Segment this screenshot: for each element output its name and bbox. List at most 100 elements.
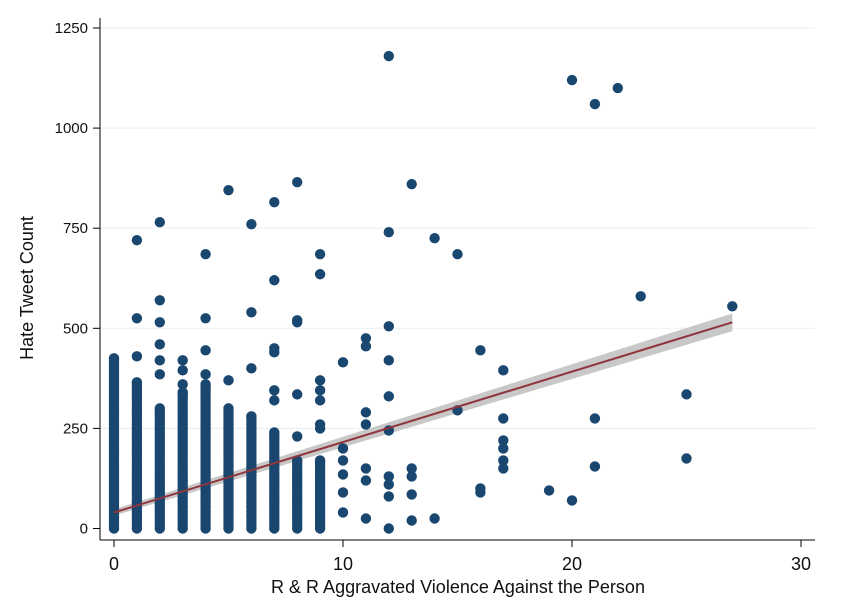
data-point <box>498 463 509 474</box>
data-point <box>131 235 143 246</box>
data-point <box>200 369 211 380</box>
data-point <box>269 275 280 286</box>
data-point <box>246 307 257 318</box>
data-point <box>360 407 372 418</box>
data-point <box>177 379 188 390</box>
data-point <box>314 375 326 386</box>
y-tick-label: 250 <box>63 420 88 437</box>
data-point <box>177 365 188 376</box>
data-point <box>292 176 303 188</box>
data-point <box>314 455 326 466</box>
data-point <box>383 355 394 366</box>
axes <box>99 18 815 541</box>
y-axis-title: Hate Tweet Count <box>17 216 37 360</box>
data-point <box>314 423 326 434</box>
data-point <box>200 379 211 390</box>
data-point <box>292 431 303 442</box>
data-point <box>406 463 417 474</box>
data-point <box>337 357 349 368</box>
x-axis-ticks: 0 10 20 30 <box>109 540 811 574</box>
data-point <box>200 313 211 324</box>
data-point <box>131 351 143 362</box>
data-point <box>566 495 578 506</box>
y-axis-ticks: 0 250 500 750 1000 1250 <box>55 20 100 538</box>
data-point <box>223 184 234 196</box>
data-point <box>360 333 372 344</box>
data-point <box>314 395 326 406</box>
data-point <box>246 411 257 422</box>
data-point <box>383 479 394 490</box>
data-point <box>383 523 394 534</box>
data-point <box>360 513 372 524</box>
data-point <box>383 227 394 238</box>
data-point <box>337 469 349 480</box>
data-point <box>589 461 601 472</box>
data-point <box>154 339 165 350</box>
data-point <box>200 249 211 260</box>
fit-line-layer <box>113 321 733 514</box>
data-point <box>543 485 555 496</box>
data-point <box>337 487 349 498</box>
data-point <box>292 389 303 400</box>
data-point <box>452 249 463 260</box>
data-point <box>269 196 280 208</box>
data-point <box>269 347 280 358</box>
data-point <box>246 363 257 374</box>
data-point <box>314 385 326 396</box>
data-point <box>681 453 692 464</box>
data-point <box>383 471 394 482</box>
data-point <box>498 455 509 466</box>
data-point <box>383 321 394 332</box>
data-point <box>589 413 601 424</box>
x-tick-label: 10 <box>333 554 353 574</box>
data-point <box>131 377 143 388</box>
data-point <box>383 50 394 62</box>
data-point <box>498 443 509 454</box>
data-point <box>498 365 509 376</box>
data-point <box>246 218 257 230</box>
data-point <box>383 491 394 502</box>
data-point <box>360 341 372 352</box>
data-point <box>383 391 394 402</box>
data-points <box>108 50 738 534</box>
gridlines <box>101 27 815 429</box>
x-tick-label: 30 <box>791 554 811 574</box>
data-point <box>429 513 440 524</box>
data-point <box>177 355 188 366</box>
data-point <box>292 317 303 328</box>
data-point <box>429 233 440 244</box>
data-point <box>635 291 646 302</box>
data-point <box>337 443 349 454</box>
data-point <box>498 435 509 446</box>
y-tick-label: 500 <box>63 320 88 337</box>
data-point <box>498 413 509 424</box>
y-tick-label: 1250 <box>55 20 88 37</box>
data-point <box>475 345 486 356</box>
data-point <box>177 387 188 398</box>
data-point <box>269 427 280 438</box>
data-point <box>337 455 349 466</box>
data-point <box>154 216 165 228</box>
data-point <box>154 369 165 380</box>
x-tick-label: 0 <box>109 554 119 574</box>
data-point <box>406 515 417 526</box>
y-tick-label: 0 <box>80 521 88 538</box>
x-tick-label: 20 <box>562 554 582 574</box>
fit-line <box>113 321 733 514</box>
x-axis-title: R & R Aggravated Violence Against the Pe… <box>271 577 645 597</box>
data-point <box>406 471 417 482</box>
data-point <box>727 301 738 312</box>
y-tick-label: 1000 <box>55 120 88 137</box>
data-point <box>406 489 417 500</box>
data-point <box>269 385 280 396</box>
data-point <box>360 419 372 430</box>
data-point <box>223 375 234 386</box>
data-point <box>314 269 326 280</box>
data-point <box>360 463 372 474</box>
data-point <box>200 345 211 356</box>
data-point <box>154 317 165 328</box>
y-tick-label: 750 <box>63 220 88 237</box>
data-point <box>154 295 165 306</box>
data-point <box>406 178 417 190</box>
